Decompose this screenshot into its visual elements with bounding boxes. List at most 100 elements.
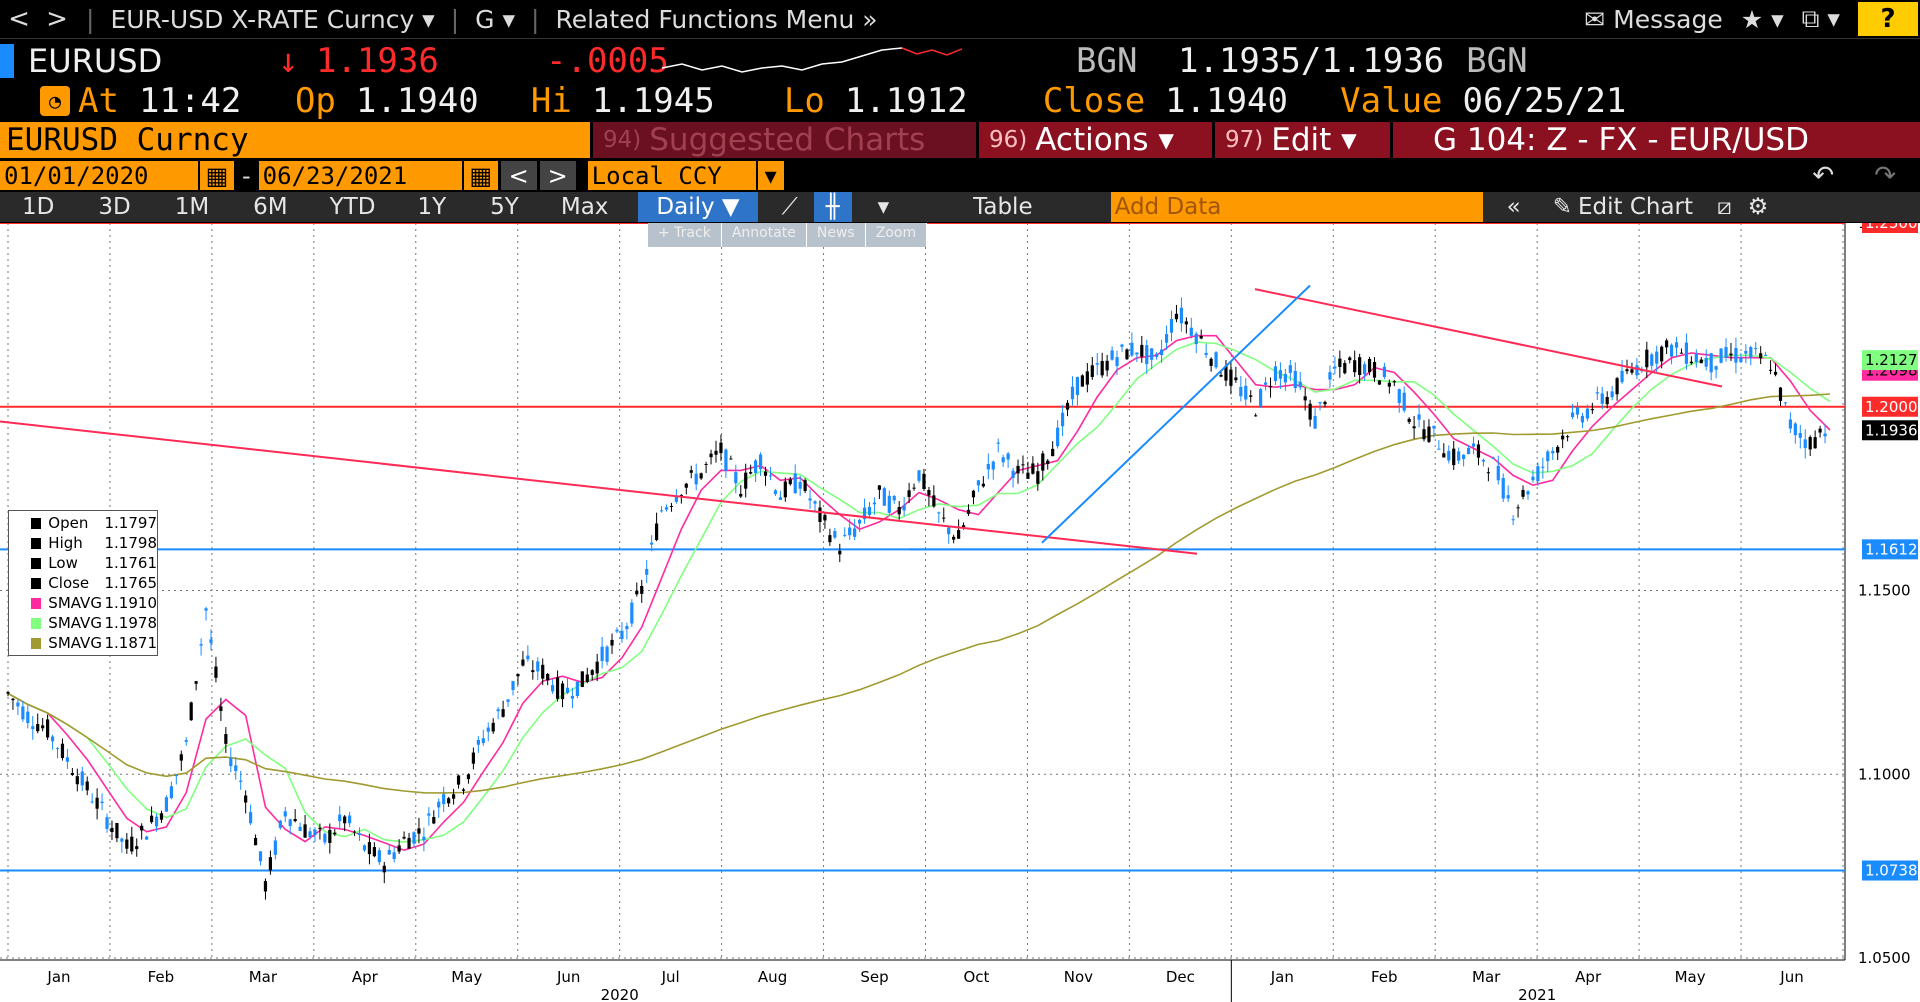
candle-body	[75, 776, 79, 785]
suggested-charts-button[interactable]: 94) Suggested Charts	[593, 122, 976, 158]
function-menu[interactable]: G ▾	[475, 4, 516, 34]
legend-swatch	[31, 637, 42, 649]
window-button[interactable]: ⧉ ▾	[1801, 4, 1840, 33]
candle-body	[432, 817, 436, 824]
candle-body	[689, 470, 693, 473]
sma-line	[7, 334, 1831, 852]
add-data-input[interactable]: Add Data	[1110, 192, 1483, 222]
candle-body	[1164, 334, 1169, 343]
candle-body	[422, 836, 426, 841]
chevron-down-icon[interactable]: ▾	[877, 194, 890, 220]
candle-body	[239, 780, 243, 782]
legend-swatch	[31, 537, 42, 549]
forward-button[interactable]: >	[46, 4, 68, 34]
period-1y[interactable]: 1Y	[417, 194, 447, 220]
frequency-select[interactable]: Daily ▼	[638, 192, 758, 222]
candle-body	[1724, 347, 1728, 358]
actions-num: 96)	[989, 127, 1028, 153]
candle-body	[491, 722, 495, 732]
period-5y[interactable]: 5Y	[490, 194, 519, 220]
end-date-input[interactable]: 06/23/2021	[258, 161, 462, 190]
calendar-icon[interactable]: ▦	[200, 161, 234, 190]
candle-body	[882, 488, 886, 506]
candlestick-icon[interactable]: ╫	[813, 192, 852, 222]
line-chart-icon[interactable]: ⟋	[781, 194, 798, 220]
period-1d[interactable]: 1D	[22, 194, 55, 220]
news-button[interactable]: News	[807, 223, 866, 247]
edit-button[interactable]: 97) Edit ▾	[1215, 122, 1390, 158]
legend-open: Open 1.1797	[9, 513, 157, 533]
candle-body	[551, 685, 555, 692]
candle-body	[516, 673, 520, 677]
candle-body	[244, 795, 248, 803]
candle-body	[1358, 357, 1362, 376]
candle-body	[808, 498, 812, 501]
candle-body	[1595, 392, 1599, 394]
table-button[interactable]: Table	[973, 194, 1033, 220]
undo-button[interactable]: ↶	[1812, 160, 1835, 191]
date-dash: -	[242, 161, 251, 190]
period-1m[interactable]: 1M	[174, 194, 210, 220]
security-menu[interactable]: EUR-USD X-RATE Curncy ▾	[110, 4, 435, 34]
prev-period-button[interactable]: <	[500, 161, 537, 190]
candle-body	[214, 666, 218, 678]
candle-body	[174, 774, 178, 777]
period-6m[interactable]: 6M	[253, 194, 288, 220]
candle-body	[704, 463, 708, 465]
candle-body	[1412, 426, 1416, 429]
price-chart[interactable]: 1.05001.10001.15001.25001.20981.21271.25…	[0, 223, 1920, 1002]
favorites-button[interactable]: ★ ▾	[1740, 4, 1784, 34]
period-3d[interactable]: 3D	[98, 194, 131, 220]
bid-source: BGN	[1076, 41, 1138, 81]
sma-line	[7, 393, 1831, 794]
candle-body	[1501, 478, 1505, 499]
trend-line	[1254, 288, 1723, 388]
candle-body	[333, 832, 337, 835]
high-value: 1.1945	[591, 81, 715, 121]
period-max[interactable]: Max	[560, 194, 609, 220]
legend-swatch	[31, 577, 42, 589]
candle-body	[219, 706, 223, 711]
actions-button[interactable]: 96) Actions ▾	[979, 122, 1212, 158]
message-label: Message	[1613, 4, 1723, 34]
candle-body	[1432, 425, 1436, 429]
back-button[interactable]: <	[8, 4, 30, 34]
down-arrow-icon: ↓	[278, 41, 299, 81]
help-button[interactable]: ?	[1858, 2, 1918, 36]
level-label: 1.0738	[1865, 862, 1918, 880]
zoom-button[interactable]: Zoom	[866, 223, 928, 247]
next-period-button[interactable]: >	[539, 161, 576, 190]
candle-body	[1288, 365, 1292, 373]
chart-settings-icon[interactable]: ⧄	[1717, 194, 1732, 220]
message-button[interactable]: ✉ Message	[1584, 5, 1722, 34]
period-ytd[interactable]: YTD	[329, 194, 376, 220]
x-month-label: Sep	[860, 968, 888, 986]
currency-select[interactable]: Local CCY	[587, 161, 756, 190]
calendar-icon[interactable]: ▦	[463, 161, 498, 190]
gear-icon[interactable]: ⚙	[1747, 194, 1769, 220]
start-date-input[interactable]: 01/01/2020	[0, 161, 198, 190]
redo-button[interactable]: ↷	[1874, 160, 1896, 191]
candle-body	[1531, 476, 1535, 481]
candle-body	[382, 865, 386, 873]
legend-smavg-1: SMAVG 1.1910	[9, 593, 157, 613]
annotate-button[interactable]: Annotate	[722, 223, 807, 247]
edit-chart-button[interactable]: ✎ Edit Chart	[1537, 192, 1709, 222]
collapse-icon[interactable]: «	[1506, 194, 1521, 220]
track-button[interactable]: + Track	[648, 223, 722, 247]
related-functions-menu[interactable]: Related Functions Menu »	[555, 4, 878, 34]
security-field[interactable]: EURUSD Curncy	[0, 122, 590, 158]
chevron-down-icon[interactable]: ▾	[757, 161, 784, 190]
candle-body	[1511, 519, 1515, 521]
candle-body	[758, 454, 763, 470]
candle-body	[1145, 345, 1149, 365]
candle-body	[1650, 354, 1654, 366]
candle-body	[1234, 377, 1238, 381]
candle-body	[323, 833, 327, 843]
candle-body	[1660, 346, 1664, 362]
candle-body	[1402, 392, 1406, 411]
level-label: 1.2500	[1865, 223, 1918, 232]
candle-body	[1353, 360, 1357, 373]
y-tick-label: 1.1500	[1858, 582, 1911, 600]
last-price: 1.1936	[316, 41, 439, 81]
